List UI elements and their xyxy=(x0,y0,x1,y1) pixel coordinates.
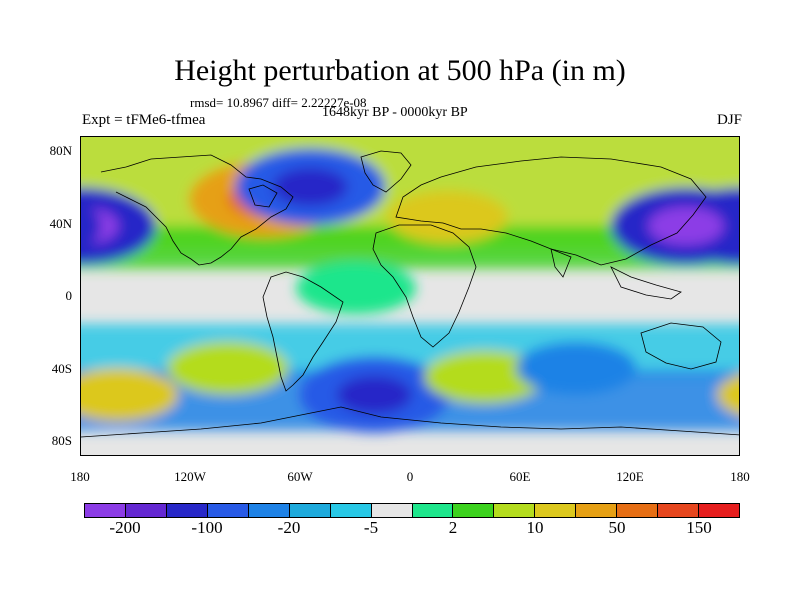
coast-southeast-asia xyxy=(610,266,682,300)
experiment-label: Expt = tFMe6-tfmea xyxy=(82,112,206,128)
lon-label-180e: 180 xyxy=(730,469,750,484)
colorbar-swatch xyxy=(617,504,659,517)
colorbar-swatch xyxy=(166,504,208,517)
coast-antarctica xyxy=(81,406,739,438)
colorbar-swatch xyxy=(248,504,290,517)
stats-subtitle: rmsd= 10.8967 diff= 2.22227e-08 xyxy=(190,95,367,110)
coast-africa xyxy=(372,224,477,348)
colorbar-label: -5 xyxy=(363,518,379,537)
contour-cell xyxy=(81,368,178,421)
coast-eurasia xyxy=(395,156,707,266)
colorbar-swatch xyxy=(207,504,249,517)
contour-cell xyxy=(717,374,739,415)
map-panel xyxy=(80,136,740,456)
colorbar-swatch xyxy=(699,504,739,517)
lon-label-60w: 60W xyxy=(287,469,313,484)
colorbar-swatch xyxy=(125,504,167,517)
colorbar-swatch xyxy=(453,504,495,517)
coast-australia xyxy=(640,322,722,370)
contour-cell xyxy=(296,262,416,315)
colorbar-label: -200 xyxy=(109,518,141,537)
colorbar-swatch xyxy=(658,504,700,517)
colorbar-label: 2 xyxy=(448,518,458,537)
colorbar-label: 10 xyxy=(526,518,544,537)
coast-hudson-bay xyxy=(248,184,278,208)
contour-fields xyxy=(81,137,739,433)
chart-title: Height perturbation at 500 hPa (in m) xyxy=(174,54,626,87)
contour-map xyxy=(81,137,739,455)
lat-label-0: 0 xyxy=(65,288,73,303)
coast-south-america xyxy=(262,271,344,392)
colorbar-swatch xyxy=(494,504,536,517)
season-label: DJF xyxy=(716,112,742,128)
coast-north-america xyxy=(100,154,294,266)
contour-cell xyxy=(81,200,101,252)
lon-label-120w: 120W xyxy=(174,469,206,484)
colorbar-swatch xyxy=(85,504,126,517)
lon-label-120e: 120E xyxy=(616,469,644,484)
contour-core xyxy=(336,375,412,414)
contour-core xyxy=(648,206,724,245)
period-label: 1648kyr BP - 0000kyr BP xyxy=(322,105,468,120)
contour-cell xyxy=(387,191,508,243)
contour-cell xyxy=(516,342,636,395)
colorbar-swatch xyxy=(289,504,331,517)
lon-label-60e: 60E xyxy=(509,469,531,484)
lon-label-180w: 180 xyxy=(70,469,90,484)
contour-cell xyxy=(424,351,545,403)
colorbar-swatch xyxy=(412,504,454,517)
lat-label-80n: 80N xyxy=(49,143,72,158)
lat-label-40n: 40N xyxy=(49,216,72,231)
lon-label-0: 0 xyxy=(406,469,414,484)
colorbar-label: -100 xyxy=(191,518,223,537)
lat-label-80s: 80S xyxy=(51,433,72,448)
colorbar-swatch xyxy=(330,504,372,517)
coast-india xyxy=(550,248,572,278)
lat-label-40s: 40S xyxy=(51,361,72,376)
colorbar-label: -20 xyxy=(277,518,301,537)
colorbar-label: 150 xyxy=(686,518,712,537)
contour-cell xyxy=(167,342,288,395)
contour-core xyxy=(272,167,348,206)
colorbar-label: 50 xyxy=(608,518,626,537)
colorbar-swatch xyxy=(535,504,577,517)
colorbar-swatch xyxy=(371,504,413,517)
colorbar-swatch xyxy=(576,504,618,517)
coast-greenland xyxy=(360,150,412,193)
coastlines xyxy=(81,150,739,438)
colorbar xyxy=(84,503,740,518)
